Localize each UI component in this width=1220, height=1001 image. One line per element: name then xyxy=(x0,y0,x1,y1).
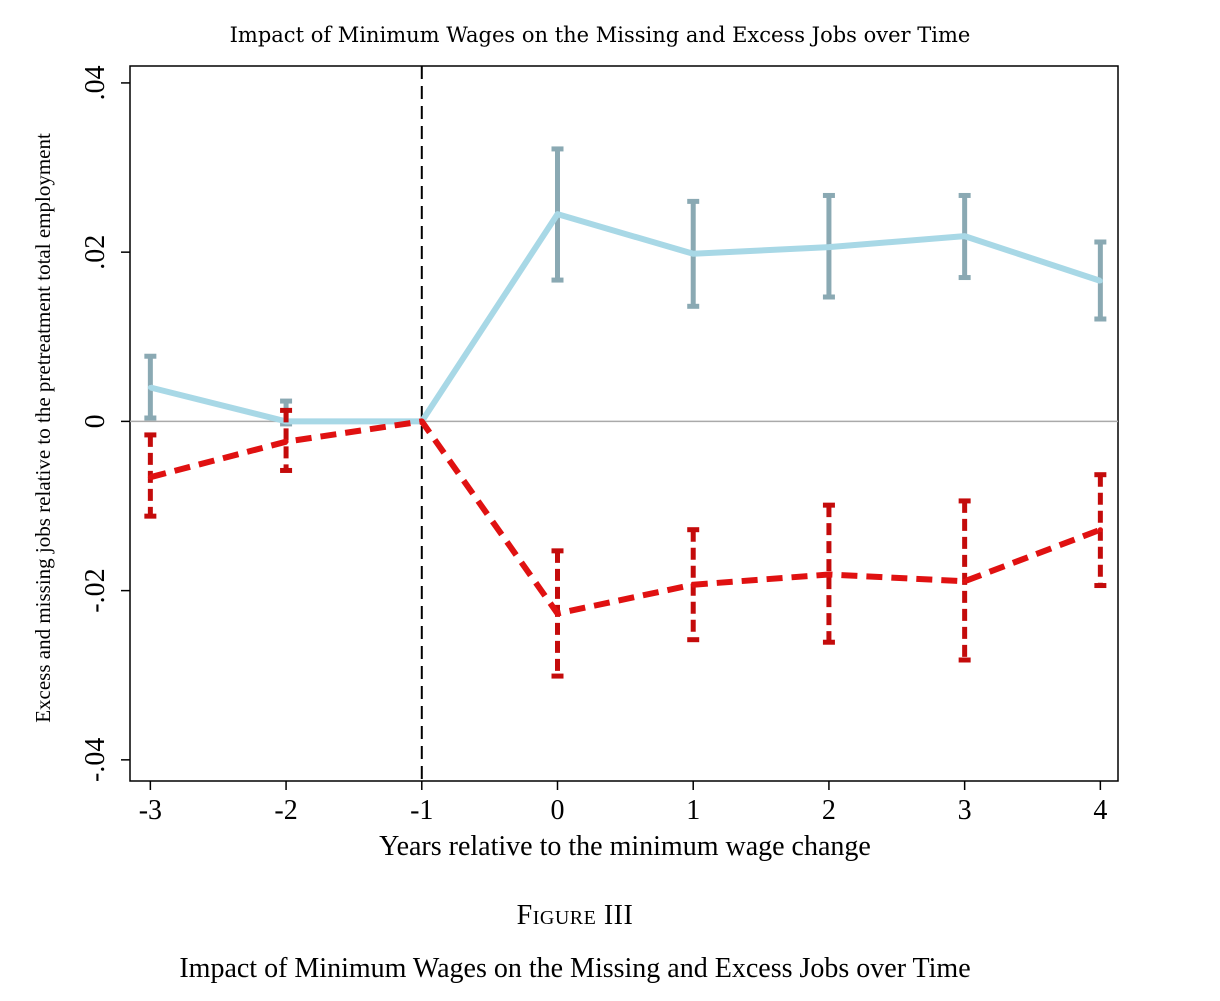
x-axis-label: Years relative to the minimum wage chang… xyxy=(379,831,871,862)
series-1-point-1 xyxy=(283,439,289,445)
y-axis-label: Excess and missing jobs relative to the … xyxy=(31,133,55,723)
series-1-point-2 xyxy=(419,418,425,424)
x-tick-label: -3 xyxy=(139,795,162,826)
x-tick-label: -1 xyxy=(410,795,433,826)
series-0-point-3 xyxy=(555,211,560,217)
chart-title: Impact of Minimum Wages on the Missing a… xyxy=(230,23,971,47)
x-tick-label: 3 xyxy=(958,795,972,826)
series-1-group xyxy=(144,407,1107,679)
x-tick-label: 4 xyxy=(1093,795,1107,826)
x-tick-label: -2 xyxy=(274,795,297,826)
series-1-line xyxy=(149,418,1102,617)
series-0-point-6 xyxy=(962,233,968,239)
series-1-point-6 xyxy=(962,578,968,584)
series-0-point-4 xyxy=(690,251,696,257)
y-tick-label: -.02 xyxy=(80,568,111,612)
x-tick-label: 0 xyxy=(551,795,565,826)
y-tick-label: .02 xyxy=(80,235,111,270)
series-1-point-5 xyxy=(826,572,832,578)
event-study-chart: Impact of Minimum Wages on the Missing a… xyxy=(31,23,1119,862)
series-0-point-0 xyxy=(147,385,153,391)
series-0-line xyxy=(149,211,1102,425)
series-1-point-4 xyxy=(690,582,696,588)
x-tick-label: 2 xyxy=(822,795,836,826)
series-0-group xyxy=(144,146,1107,427)
series-1-point-3 xyxy=(555,610,560,616)
series-1-point-7 xyxy=(1097,527,1103,533)
y-tick-label: .04 xyxy=(80,65,111,100)
y-tick-label: 0 xyxy=(80,414,111,428)
plot-frame xyxy=(129,65,1119,782)
series-0-point-7 xyxy=(1097,278,1103,284)
series-1-point-0 xyxy=(147,474,153,480)
x-tick-label: 1 xyxy=(686,795,700,826)
figure-caption: Impact of Minimum Wages on the Missing a… xyxy=(179,953,971,984)
y-tick-label: -.04 xyxy=(80,738,111,782)
figure-number: Figure III xyxy=(516,900,634,931)
series-0-point-5 xyxy=(826,244,832,250)
